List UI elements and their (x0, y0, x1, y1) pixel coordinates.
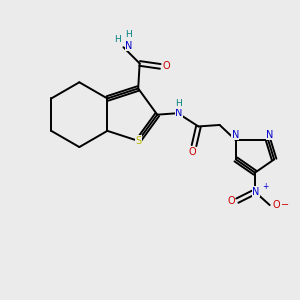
Text: N: N (252, 187, 260, 197)
Text: −: − (281, 200, 289, 210)
Text: O: O (272, 200, 280, 210)
Text: O: O (163, 61, 171, 71)
Text: O: O (189, 147, 196, 157)
Text: S: S (135, 136, 141, 146)
Text: N: N (266, 130, 273, 140)
Text: H: H (175, 99, 182, 108)
Text: O: O (227, 196, 235, 206)
Text: +: + (262, 182, 268, 191)
Text: N: N (175, 108, 182, 118)
Text: H: H (125, 30, 132, 39)
Text: N: N (232, 130, 239, 140)
Text: N: N (125, 41, 133, 51)
Text: H: H (114, 35, 121, 44)
